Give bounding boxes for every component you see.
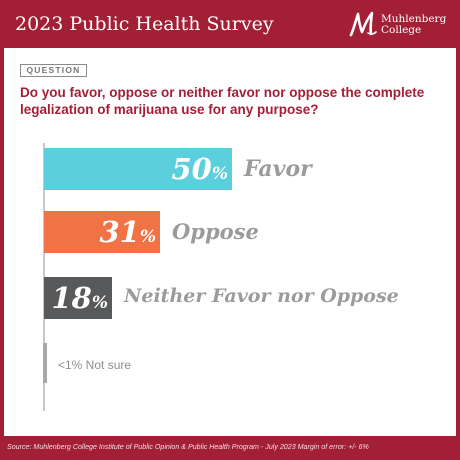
- bar-value-percent-sign: %: [91, 293, 108, 313]
- bar-value-number: 31: [99, 215, 140, 249]
- footer-banner: Source: Muhlenberg College Institute of …: [0, 436, 460, 460]
- bar-neither-favor-nor-oppose: [44, 277, 112, 319]
- logo-text-line1: Muhlenberg: [381, 13, 447, 25]
- bar-value-number: 18: [51, 281, 92, 315]
- question-text: Do you favor, oppose or neither favor no…: [20, 85, 425, 117]
- college-logo: Muhlenberg College: [348, 8, 448, 40]
- bar-not-sure: [43, 343, 47, 383]
- muhlenberg-logo-icon: [349, 11, 377, 37]
- source-note: Source: Muhlenberg College Institute of …: [7, 443, 369, 451]
- bar-favor: [44, 148, 232, 190]
- bar-value-label: 18%: [51, 281, 108, 315]
- page-title: 2023 Public Health Survey: [15, 13, 274, 35]
- bar-category-label: Oppose: [172, 219, 259, 244]
- bar-value-label: 50%: [171, 152, 228, 186]
- bar-value-label: 31%: [99, 215, 156, 249]
- bar-category-label: Neither Favor nor Oppose: [124, 285, 399, 307]
- bar-value-number: 50: [171, 152, 212, 186]
- question-tag: QUESTION: [20, 64, 87, 77]
- bar-oppose: [44, 211, 160, 253]
- bar-category-label: Favor: [244, 156, 312, 182]
- bar-value-percent-sign: %: [139, 227, 156, 247]
- bar-value-percent-sign: %: [211, 164, 228, 184]
- not-sure-label: <1% Not sure: [58, 358, 132, 372]
- logo-text: Muhlenberg College: [381, 14, 446, 36]
- header-banner: 2023 Public Health Survey Muhlenberg Col…: [0, 0, 460, 48]
- logo-text-line2: College: [381, 24, 422, 36]
